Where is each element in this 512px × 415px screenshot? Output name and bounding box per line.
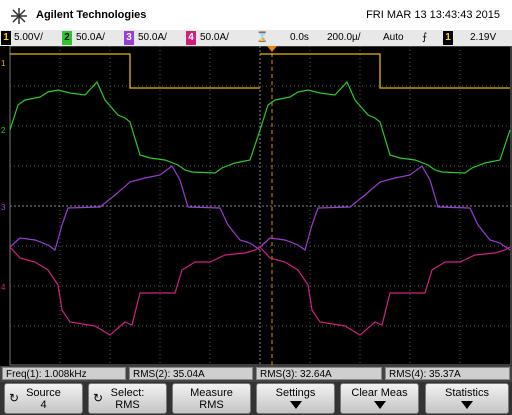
trigger-level: 2.19V xyxy=(470,32,497,43)
softkey-value: RMS xyxy=(199,399,224,411)
trigger-edge-icon: ⨍ xyxy=(422,32,428,43)
display-border xyxy=(9,46,512,366)
ch1-marker: 1 xyxy=(1,59,6,68)
measurement-value: 35.04A xyxy=(173,369,205,380)
softkey-measure[interactable]: Measure RMS xyxy=(172,383,251,414)
ch2-scale: 50.0A/ xyxy=(76,32,105,43)
softkey-value: RMS xyxy=(115,399,140,411)
ch4-scale: 50.0A/ xyxy=(200,32,229,43)
softkey-label: Statistics xyxy=(444,387,489,399)
logo-icon xyxy=(10,8,28,24)
brand: Agilent Technologies xyxy=(36,9,147,21)
softkey-label: Settings xyxy=(275,387,316,399)
ch4-marker: 4 xyxy=(1,283,6,292)
measurement-label: Freq(1): xyxy=(6,369,42,380)
trigger-mode: Auto xyxy=(383,32,404,43)
ch3-scale: 50.0A/ xyxy=(138,32,167,43)
measurement-value: 1.008kHz xyxy=(44,369,87,380)
measurement-value: 35.37A xyxy=(429,369,461,380)
softkey-settings[interactable]: Settings xyxy=(256,383,335,414)
measurement: RMS(4): 35.37A xyxy=(385,367,510,380)
trigger-source[interactable]: 1 xyxy=(443,31,453,45)
softkey-source[interactable]: ↻ Source 4 xyxy=(4,383,83,414)
trigger-marker xyxy=(267,46,277,52)
ch2-number[interactable]: 2 xyxy=(62,31,72,45)
softkey-label: Source xyxy=(26,387,61,399)
softkey-label: Select: xyxy=(110,387,145,399)
softkey-label: Measure xyxy=(190,387,233,399)
measurement-label: RMS(3): xyxy=(260,369,298,380)
ch3-marker: 3 xyxy=(1,203,6,212)
time-offset: 0.0s xyxy=(290,32,309,43)
softkey-select[interactable]: ↻ Select: RMS xyxy=(88,383,167,414)
measurement-value: 32.64A xyxy=(300,369,332,380)
waveform-display: 1 2 3 4 xyxy=(0,46,512,366)
measurement-label: RMS(4): xyxy=(389,369,427,380)
softkey-label: Clear Meas xyxy=(351,387,408,399)
ch1-number[interactable]: 1 xyxy=(1,31,11,45)
ch2-marker: 2 xyxy=(1,126,6,135)
measurement-label: RMS(2): xyxy=(133,369,171,380)
measurement: Freq(1): 1.008kHz xyxy=(2,367,126,380)
softkey-statistics[interactable]: Statistics xyxy=(425,383,509,414)
ch1-scale: 5.00V/ xyxy=(14,32,43,43)
delay-icon: ⌛ xyxy=(256,32,269,43)
measurement: RMS(3): 32.64A xyxy=(256,367,382,380)
ch4-number[interactable]: 4 xyxy=(186,31,196,45)
softkey-value: 4 xyxy=(40,399,47,411)
softkey-clear-meas[interactable]: Clear Meas xyxy=(340,383,419,414)
channel-markers: 1 2 3 4 xyxy=(1,59,6,292)
datetime: FRI MAR 13 13:43:43 2015 xyxy=(366,9,500,21)
measurement: RMS(2): 35.04A xyxy=(129,367,253,380)
time-scale: 200.0µ/ xyxy=(327,32,361,43)
ch3-number[interactable]: 3 xyxy=(124,31,134,45)
